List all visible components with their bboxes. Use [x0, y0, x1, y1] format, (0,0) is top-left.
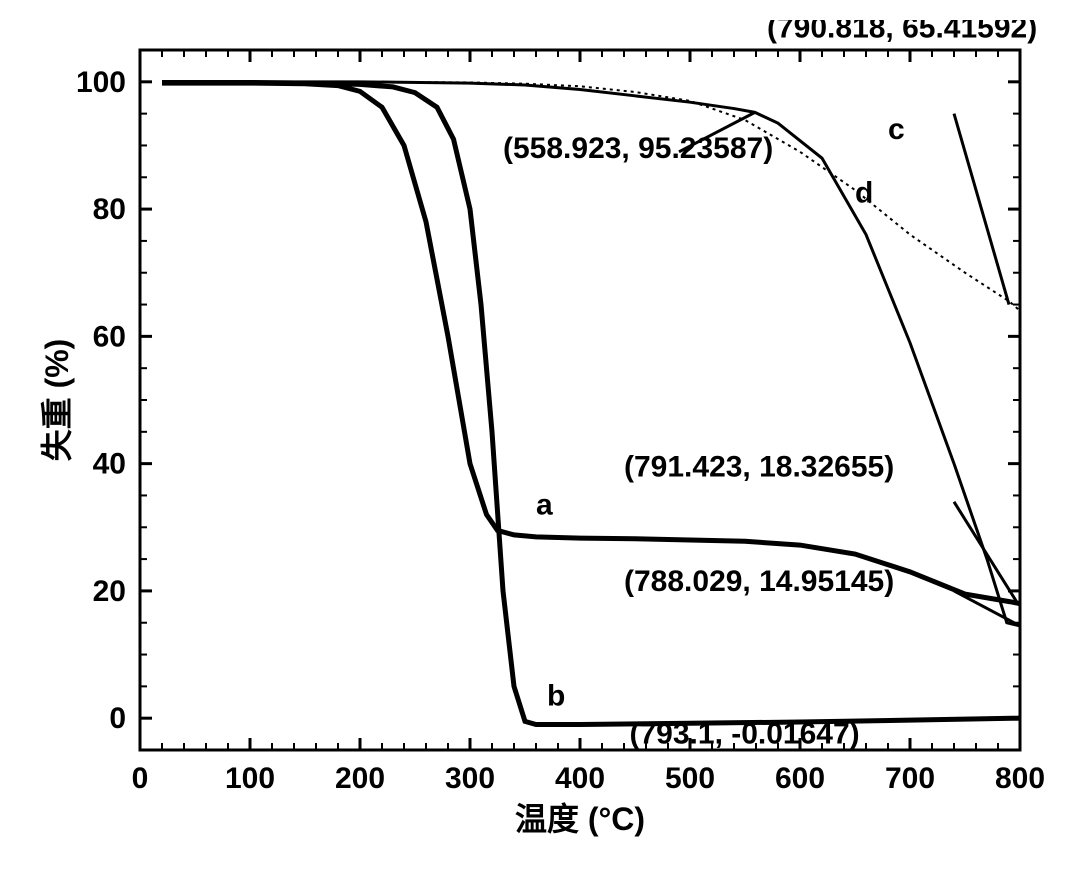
y-tick-label: 100 [76, 66, 126, 99]
tga-chart: 0 100 200 300 400 500 600 700 800 0 20 40 60 80 100 温度 … [20, 20, 1063, 872]
annotation-text-ann3: (791.423, 18.32655) [624, 450, 894, 483]
y-tick-label: 0 [109, 702, 126, 735]
annotation-line-ann3 [954, 502, 1018, 604]
x-tick-label: 500 [665, 762, 715, 795]
y-tick-label: 80 [93, 193, 126, 226]
series-label-b: b [547, 679, 565, 712]
y-tick-label: 40 [93, 448, 126, 481]
y-tick-label: 20 [93, 575, 126, 608]
y-axis-label: 失重 (%) [39, 339, 75, 462]
annotation-text-ann5: (793.1, -0.01647) [630, 718, 860, 751]
x-tick-label: 200 [335, 762, 385, 795]
x-tick-label: 0 [132, 762, 149, 795]
annotation-line-ann1 [954, 114, 1009, 305]
x-tick-label: 300 [445, 762, 495, 795]
x-tick-label: 800 [995, 762, 1045, 795]
annotation-text-ann4: (788.029, 14.95145) [624, 565, 894, 598]
x-tick-label: 600 [775, 762, 825, 795]
x-tick-label: 700 [885, 762, 935, 795]
annotation-text-ann2: (558.923, 95.23587) [503, 132, 773, 165]
x-axis-label: 温度 (°C) [515, 801, 645, 837]
x-tick-label: 400 [555, 762, 605, 795]
series-label-a: a [536, 489, 553, 522]
annotation-text-ann1: (790.818, 65.41592) [767, 20, 1037, 44]
curve-b [162, 82, 1020, 724]
y-tick-label: 60 [93, 320, 126, 353]
chart-svg: 0 100 200 300 400 500 600 700 800 0 20 40 60 80 100 温度 … [20, 20, 1063, 872]
series-label-c: c [888, 113, 905, 146]
series-label-d: d [855, 177, 873, 210]
x-tick-label: 100 [225, 762, 275, 795]
